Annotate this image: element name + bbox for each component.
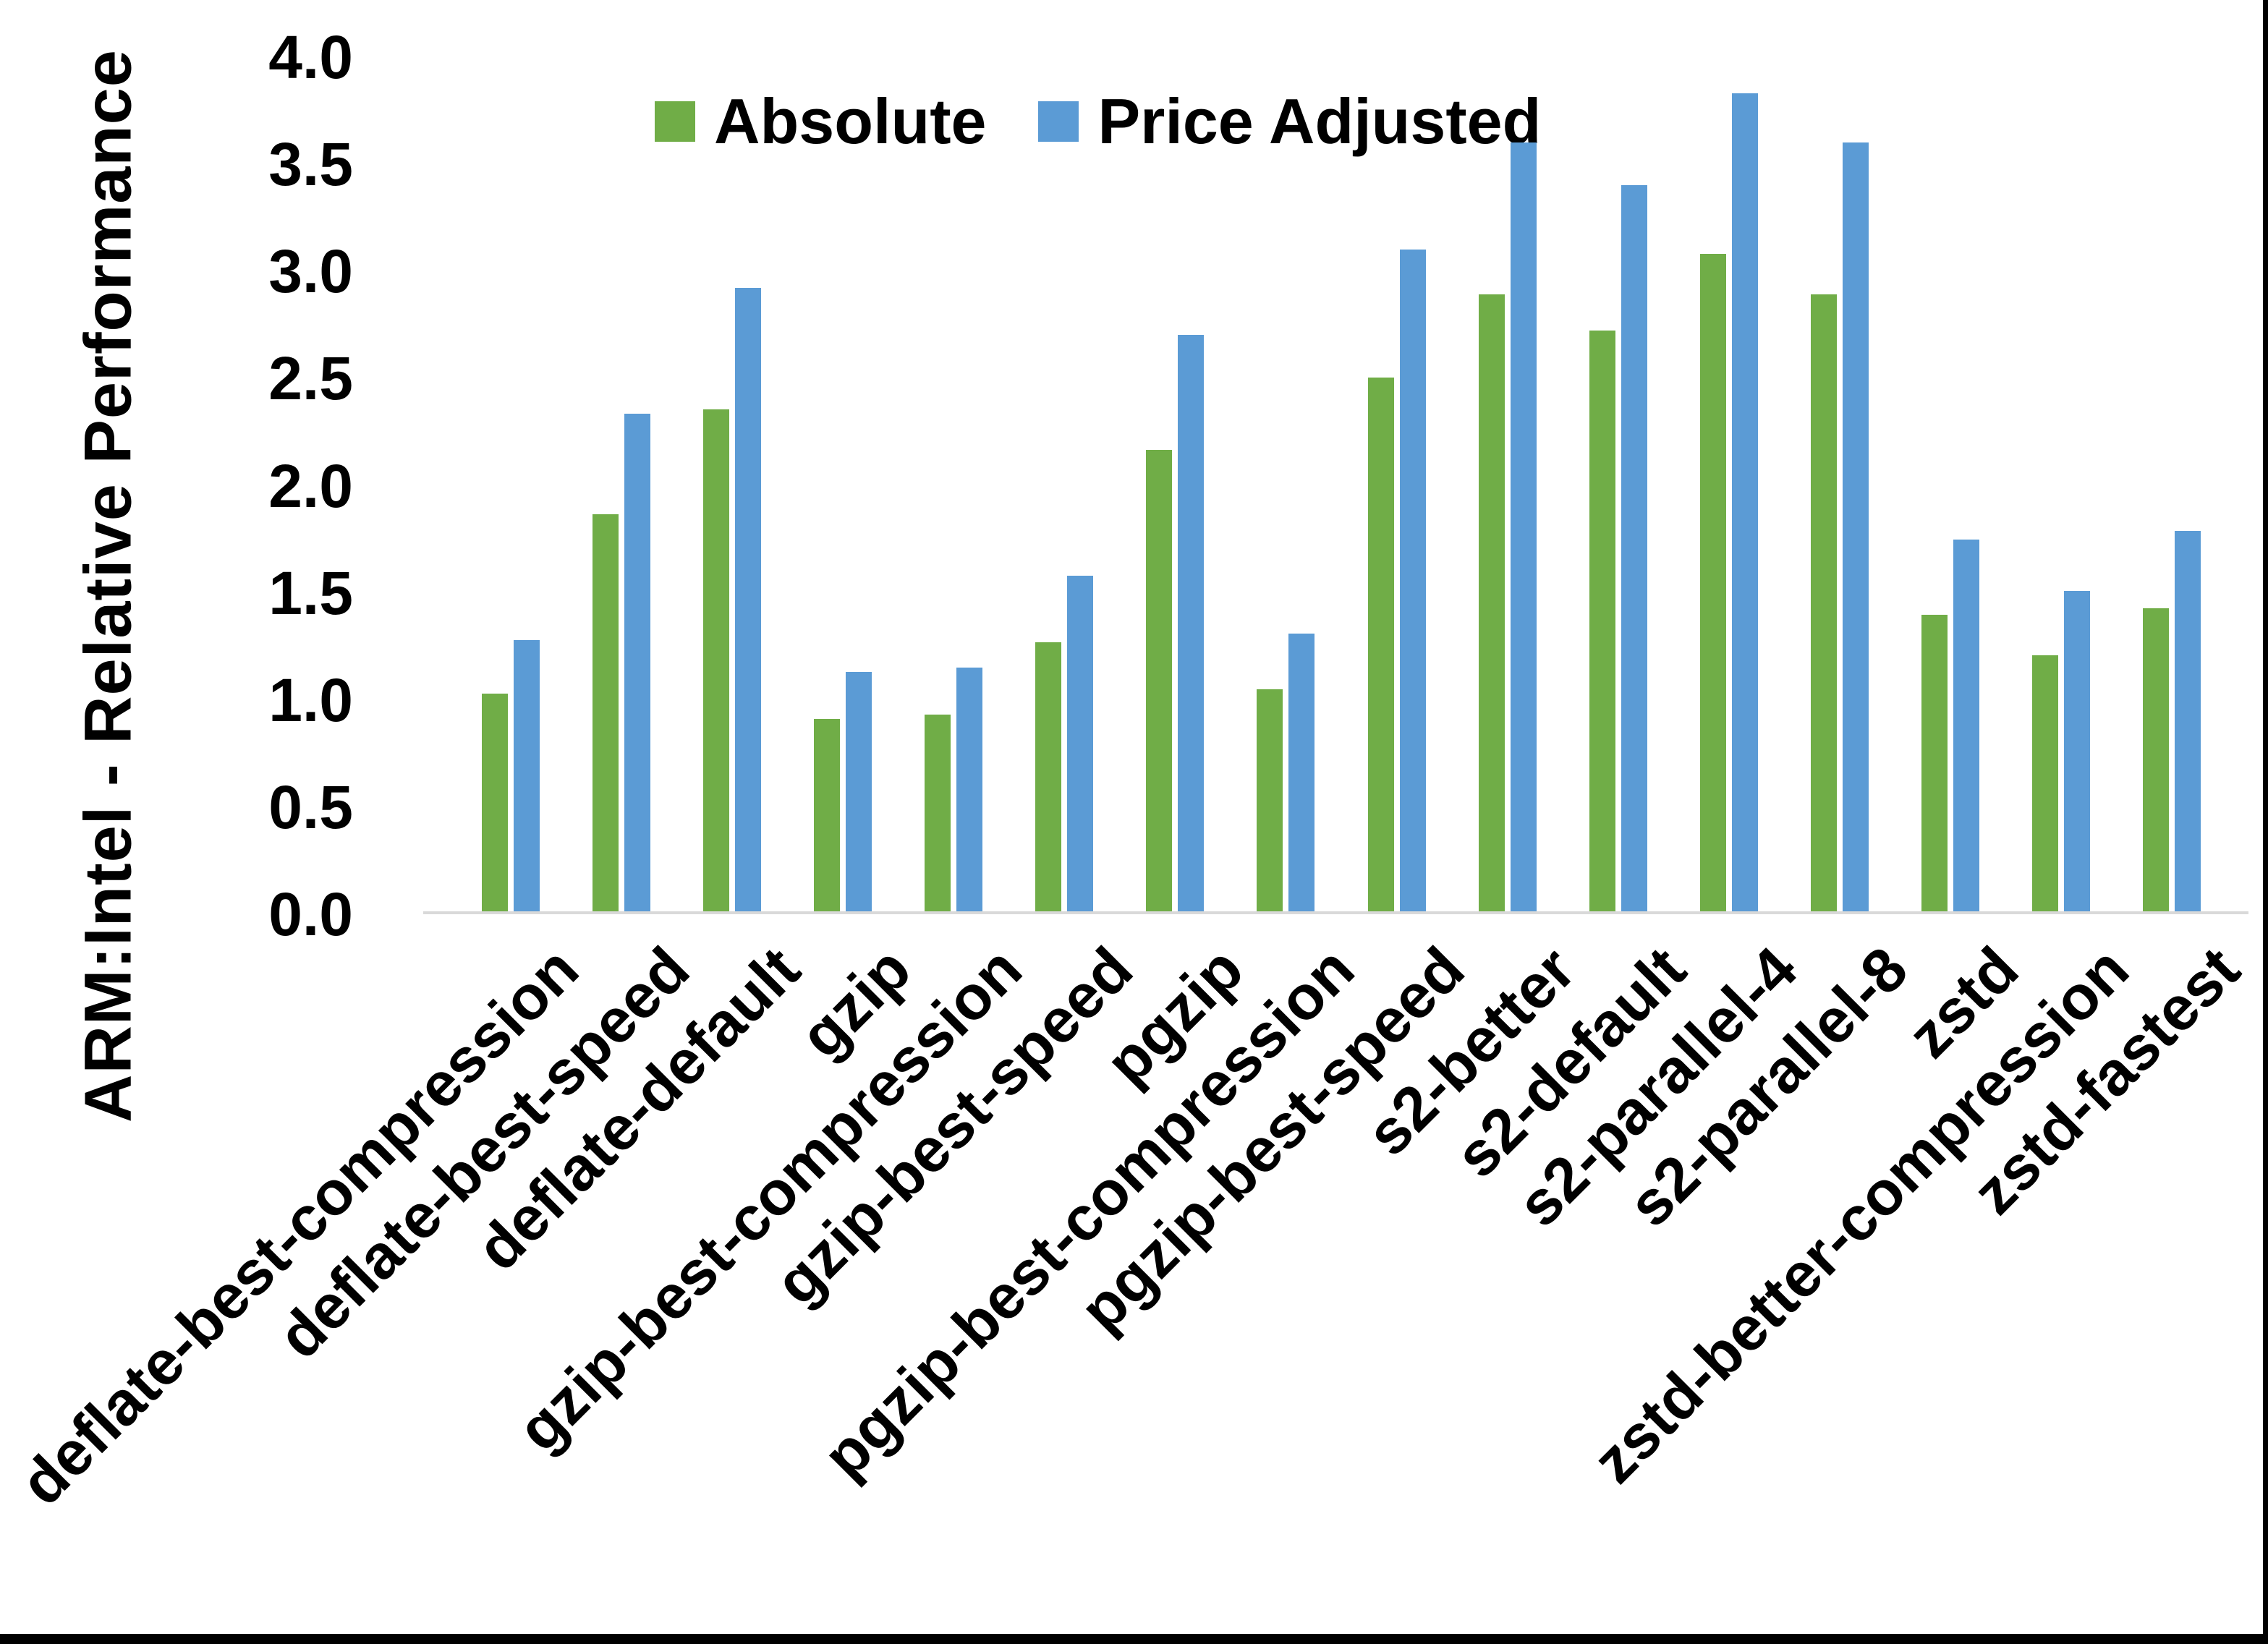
bar-price-adjusted	[1288, 634, 1315, 911]
bar-price-adjusted	[735, 287, 762, 911]
bar-price-adjusted	[1510, 142, 1537, 911]
bar-absolute	[703, 409, 730, 911]
legend-label-absolute: Absolute	[714, 85, 987, 157]
bar-price-adjusted	[1953, 540, 1979, 911]
bar-absolute	[1699, 253, 1726, 911]
y-tick-label: 3.0	[268, 237, 353, 306]
legend-swatch-price-adjusted	[1038, 101, 1079, 142]
y-tick-label: 2.0	[268, 451, 353, 520]
bar-price-adjusted	[1731, 93, 1758, 911]
bar-price-adjusted	[1178, 334, 1205, 911]
bar-price-adjusted	[1842, 142, 1869, 911]
bar-price-adjusted	[2174, 531, 2201, 911]
bar-price-adjusted	[846, 672, 872, 911]
bar-absolute	[925, 715, 951, 911]
bar-price-adjusted	[514, 640, 540, 911]
bar-absolute	[1035, 642, 1062, 911]
bar-absolute	[593, 514, 619, 911]
bar-absolute	[2142, 608, 2169, 911]
bar-group	[1146, 57, 1205, 911]
bar-group	[1810, 57, 1869, 911]
bar-absolute	[1921, 614, 1948, 911]
bar-absolute	[1257, 689, 1283, 911]
legend-swatch-absolute	[655, 101, 695, 142]
bar-group	[1589, 57, 1647, 911]
plot-area	[423, 57, 2248, 914]
y-tick-label: 2.5	[268, 344, 353, 413]
bar-absolute	[1589, 330, 1615, 911]
y-tick-label: 1.0	[268, 665, 353, 734]
legend-label-price-adjusted: Price Adjusted	[1097, 85, 1542, 157]
y-tick-label: 0.5	[268, 772, 353, 841]
y-axis-title: ARM:Intel - Relative Performance	[71, 49, 145, 1123]
legend-item-absolute: Absolute	[655, 85, 986, 158]
y-tick-label: 3.5	[268, 130, 353, 199]
bar-absolute	[814, 719, 841, 911]
bar-absolute	[1367, 377, 1394, 911]
bar-group	[1035, 57, 1094, 911]
legend-item-price-adjusted: Price Adjusted	[1038, 85, 1541, 158]
bar-price-adjusted	[1621, 185, 1647, 911]
bar-group	[703, 57, 762, 911]
y-tick-label: 0.0	[268, 880, 353, 948]
bar-price-adjusted	[2063, 591, 2090, 911]
bar-group	[482, 57, 540, 911]
bar-absolute	[1146, 450, 1173, 911]
bars-container	[482, 57, 2201, 911]
bar-price-adjusted	[624, 414, 651, 911]
bar-group	[814, 57, 872, 911]
bar-price-adjusted	[956, 668, 983, 911]
bar-group	[593, 57, 651, 911]
bar-group	[1257, 57, 1315, 911]
bar-price-adjusted	[1067, 576, 1094, 911]
bar-absolute	[2031, 655, 2058, 911]
bar-group	[1478, 57, 1537, 911]
bar-group	[2142, 57, 2201, 911]
bar-absolute	[1810, 294, 1837, 911]
bar-absolute	[482, 693, 508, 911]
y-tick-label: 1.5	[268, 558, 353, 627]
bar-absolute	[1478, 294, 1505, 911]
bar-group	[2031, 57, 2090, 911]
bar-group	[925, 57, 983, 911]
legend: Absolute Price Adjusted	[655, 85, 1541, 158]
y-tick-label: 4.0	[268, 23, 353, 91]
bar-group	[1921, 57, 1979, 911]
bar-price-adjusted	[1399, 249, 1426, 911]
bar-group	[1699, 57, 1758, 911]
bar-group	[1367, 57, 1426, 911]
